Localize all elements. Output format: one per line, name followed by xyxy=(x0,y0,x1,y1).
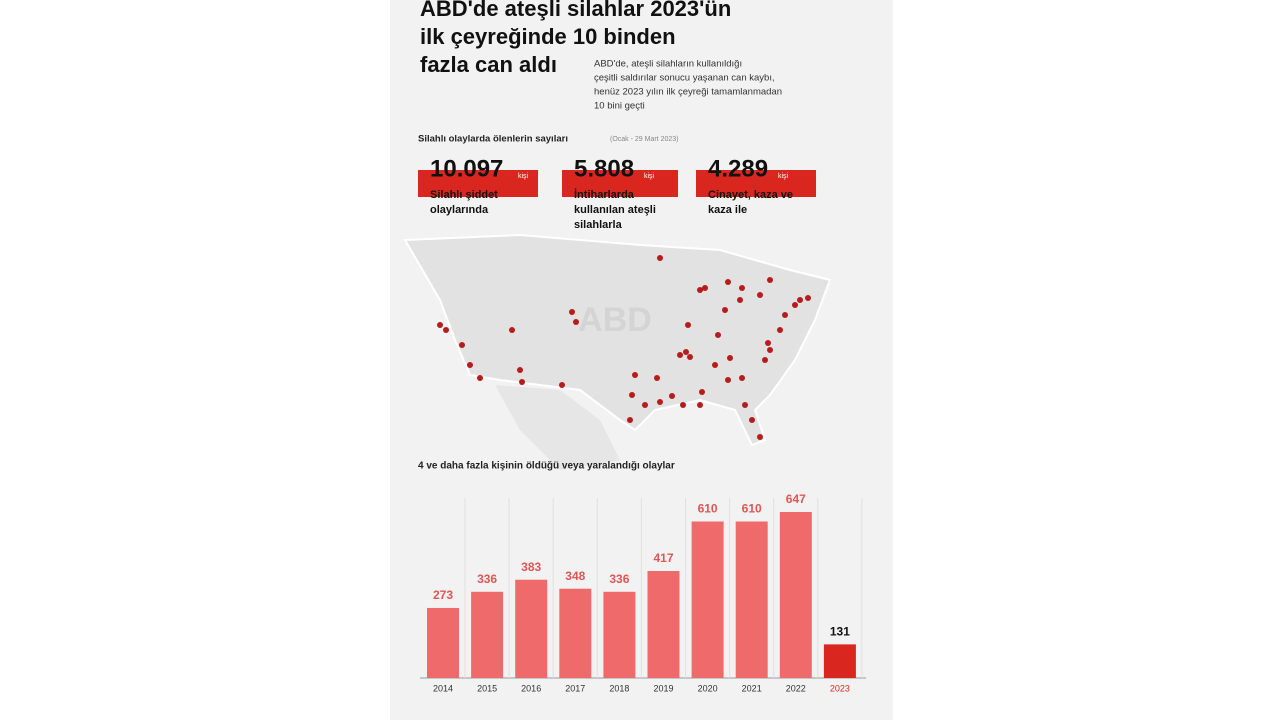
value-label: 348 xyxy=(565,569,585,583)
stat-label: kaza ile xyxy=(708,204,747,216)
stat-unit: kişi xyxy=(518,173,529,180)
subtitle-line: 10 bini geçti xyxy=(594,101,645,112)
value-label: 647 xyxy=(786,492,806,506)
x-tick-label: 2014 xyxy=(433,683,453,693)
stat-label: olaylarında xyxy=(430,204,489,216)
x-tick-label: 2023 xyxy=(830,683,850,693)
bar xyxy=(647,571,680,678)
bar xyxy=(427,607,459,678)
value-label: 336 xyxy=(477,572,497,586)
bar xyxy=(691,521,724,678)
bar xyxy=(515,579,548,678)
stat-label: Silahlı şiddet xyxy=(430,189,498,201)
value-label: 417 xyxy=(653,551,673,565)
bar xyxy=(471,591,504,678)
bar xyxy=(603,591,636,678)
stat-value: 4.289 xyxy=(708,155,768,182)
x-tick-label: 2019 xyxy=(653,683,673,693)
stat-label: İntiharlarda xyxy=(574,188,635,201)
value-label: 273 xyxy=(433,588,453,602)
x-tick-label: 2016 xyxy=(521,683,541,693)
bar xyxy=(559,588,592,678)
stat-box xyxy=(696,170,816,197)
bar xyxy=(735,521,768,678)
x-tick-label: 2021 xyxy=(742,683,762,693)
bar xyxy=(779,512,812,678)
title-line: ABD'de ateşli silahlar 2023'ün xyxy=(420,0,731,21)
title-line: fazla can aldı xyxy=(420,52,557,77)
value-label: 383 xyxy=(521,560,541,574)
subtitle-line: henüz 2023 yılın ilk çeyreği tamamlanmad… xyxy=(594,87,782,98)
stat-value: 10.097 xyxy=(430,155,503,182)
subtitle-line: çeşitli saldırılar sonucu yaşanan can ka… xyxy=(594,73,775,84)
stat-label: silahlarla xyxy=(574,219,623,231)
stat-box xyxy=(562,170,678,197)
map: ABD xyxy=(403,233,832,470)
stat-unit: kişi xyxy=(778,173,789,180)
x-tick-label: 2015 xyxy=(477,683,497,693)
chart-title: 4 ve daha fazla kişinin öldüğü veya yara… xyxy=(418,461,675,472)
map-label: ABD xyxy=(578,301,652,339)
stat-unit: kişi xyxy=(644,173,655,180)
x-tick-label: 2017 xyxy=(565,683,585,693)
stat-box xyxy=(418,170,538,197)
x-tick-label: 2022 xyxy=(786,683,806,693)
subtitle-line: ABD'de, ateşli silahların kullanıldığı xyxy=(594,59,742,70)
value-label: 336 xyxy=(609,572,629,586)
stat-value: 5.808 xyxy=(574,155,634,182)
x-tick-label: 2020 xyxy=(698,683,718,693)
title-line: ilk çeyreğinde 10 binden xyxy=(420,24,676,49)
stats-period: (Ocak - 29 Mart 2023) xyxy=(610,136,678,143)
bar xyxy=(823,644,856,678)
stat-label: kullanılan ateşli xyxy=(574,204,656,216)
value-label: 131 xyxy=(830,625,850,639)
stat-label: Cinayet, kaza ve xyxy=(708,189,793,201)
x-tick-label: 2018 xyxy=(609,683,629,693)
value-label: 610 xyxy=(698,502,718,516)
value-label: 610 xyxy=(742,502,762,516)
stats-title: Silahlı olaylarda ölenlerin sayıları xyxy=(418,134,568,145)
